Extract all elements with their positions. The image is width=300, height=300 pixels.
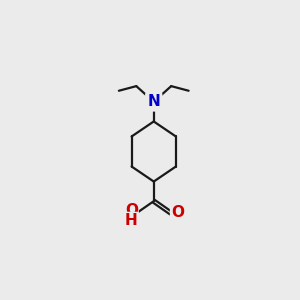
Text: N: N <box>147 94 160 109</box>
Text: O: O <box>171 205 184 220</box>
Text: H: H <box>125 212 138 227</box>
Text: O: O <box>125 203 138 218</box>
